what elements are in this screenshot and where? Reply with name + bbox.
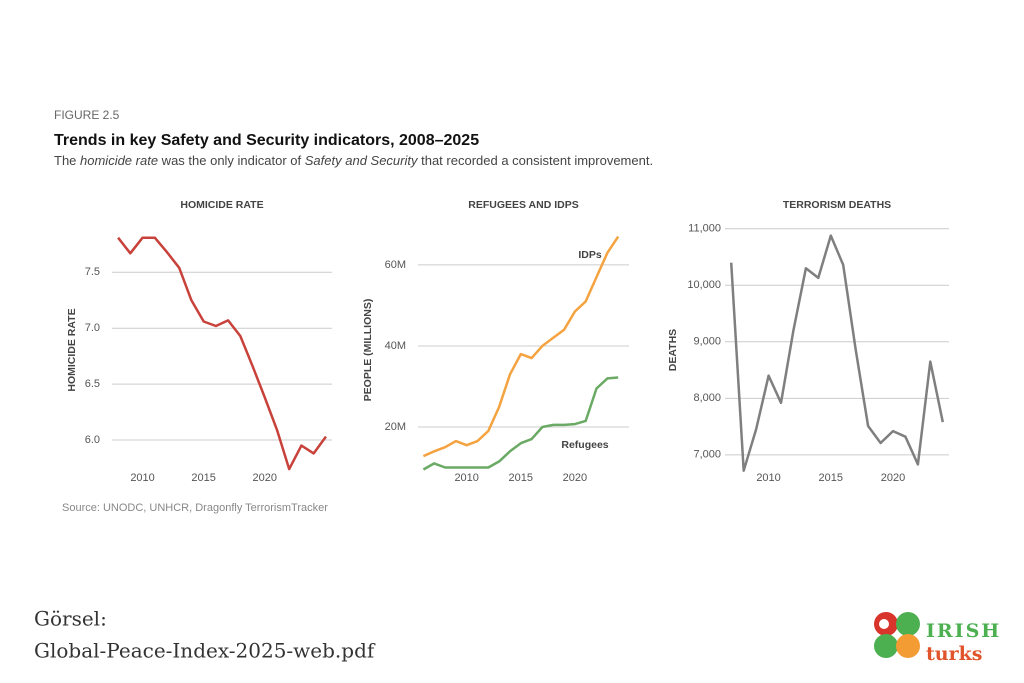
logo-text: turks bbox=[926, 643, 982, 665]
y-tick-label: 11,000 bbox=[688, 223, 721, 235]
chart-title: HOMICIDE RATE bbox=[180, 199, 263, 211]
logo-text: IRISH bbox=[926, 620, 1001, 642]
series-label: Refugees bbox=[561, 439, 608, 451]
y-tick-label: 10,000 bbox=[687, 279, 721, 291]
y-axis-title: PEOPLE (MILLIONS) bbox=[362, 299, 374, 402]
subtitle-part: homicide rate bbox=[80, 153, 158, 168]
x-tick-label: 2020 bbox=[881, 472, 905, 484]
data-line bbox=[422, 235, 620, 458]
chart-title: REFUGEES AND IDPS bbox=[468, 199, 578, 211]
source: Source: UNODC, UNHCR, Dragonfly Terroris… bbox=[62, 502, 328, 514]
subtitle-part: Safety and Security bbox=[305, 153, 419, 168]
x-tick-label: 2020 bbox=[563, 472, 587, 484]
y-tick-label: 8,000 bbox=[693, 392, 721, 404]
y-tick-label: 7.0 bbox=[85, 322, 100, 334]
x-tick-label: 2010 bbox=[756, 472, 780, 484]
y-tick-label: 6.5 bbox=[85, 378, 100, 390]
figure-title: Trends in key Safety and Security indica… bbox=[54, 132, 479, 149]
y-tick-label: 40M bbox=[385, 340, 406, 352]
caption: Görsel: bbox=[34, 607, 107, 631]
data-line bbox=[117, 236, 327, 471]
y-tick-label: 9,000 bbox=[693, 336, 721, 348]
data-line bbox=[729, 234, 945, 472]
y-axis-title: HOMICIDE RATE bbox=[66, 308, 78, 391]
y-axis-title: DEATHS bbox=[667, 329, 679, 371]
x-tick-label: 2015 bbox=[509, 472, 533, 484]
subtitle: The homicide rate was the only indicator… bbox=[54, 153, 653, 168]
x-tick-label: 2010 bbox=[454, 472, 478, 484]
x-tick-label: 2015 bbox=[819, 472, 843, 484]
x-tick-label: 2020 bbox=[253, 472, 277, 484]
figure-label: FIGURE 2.5 bbox=[54, 108, 120, 122]
caption: Global-Peace-Index-2025-web.pdf bbox=[34, 639, 376, 663]
y-tick-label: 6.0 bbox=[85, 434, 100, 446]
subtitle-part: The bbox=[54, 153, 80, 168]
logo-icon bbox=[874, 612, 920, 658]
y-tick-label: 7.5 bbox=[85, 266, 100, 278]
y-tick-label: 7,000 bbox=[693, 449, 721, 461]
subtitle-part: that recorded a consistent improvement. bbox=[418, 153, 654, 168]
series-label: IDPs bbox=[578, 249, 602, 261]
data-line bbox=[422, 376, 619, 471]
subtitle-part: was the only indicator of bbox=[158, 153, 305, 168]
y-tick-label: 60M bbox=[385, 259, 406, 271]
y-tick-label: 20M bbox=[385, 421, 406, 433]
x-tick-label: 2015 bbox=[191, 472, 215, 484]
chart-title: TERRORISM DEATHS bbox=[783, 199, 891, 211]
x-tick-label: 2010 bbox=[130, 472, 154, 484]
